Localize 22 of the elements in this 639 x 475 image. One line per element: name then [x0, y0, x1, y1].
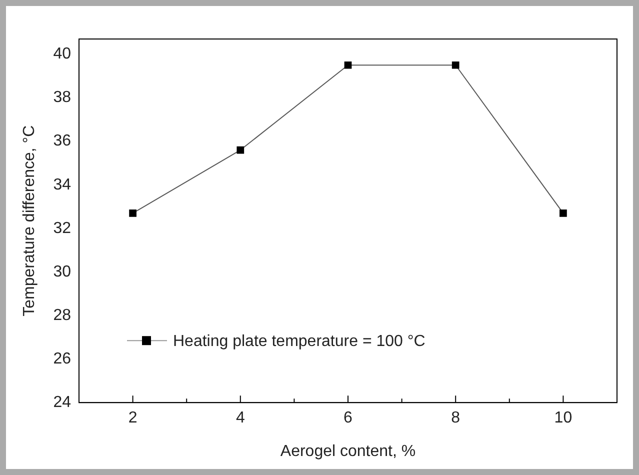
- y-tick-label: 32: [53, 220, 72, 237]
- y-tick-label: 30: [53, 263, 72, 280]
- point: [236, 146, 244, 154]
- point: [560, 210, 567, 217]
- x-tick-label: 6: [344, 410, 353, 427]
- x-axis-title: Aerogel content, %: [280, 442, 416, 460]
- y-tick-label: 38: [53, 89, 72, 106]
- y-tick-label: 34: [53, 176, 72, 194]
- point: [344, 61, 352, 69]
- y-tick-label: 28: [53, 306, 72, 324]
- x-tick-label: 8: [451, 410, 460, 427]
- x-tick-label: 2: [128, 410, 138, 427]
- y-tick-label: 24: [53, 394, 72, 412]
- y-tick-label: 40: [53, 46, 72, 63]
- y-axis-title: Temperature difference, °C: [21, 125, 38, 316]
- y-tick-label: 26: [53, 350, 72, 368]
- y-tick-label: 36: [53, 132, 72, 150]
- point: [129, 210, 136, 217]
- point: [452, 61, 460, 69]
- x-tick-label: 10: [554, 410, 572, 427]
- x-tick-label: 4: [236, 410, 245, 427]
- legend-label: Heating plate temperature = 100 °C: [172, 333, 426, 350]
